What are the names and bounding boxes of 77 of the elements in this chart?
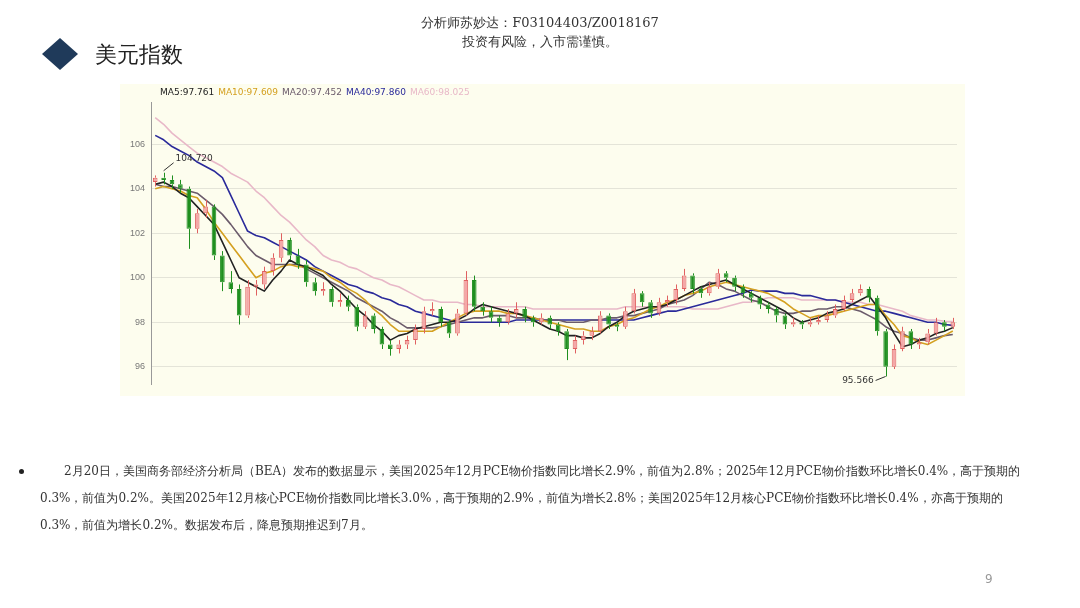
candlestick [606,312,611,330]
y-tick-label: 96 [135,361,146,372]
candlestick [152,174,158,188]
candlestick [312,277,318,297]
text: MA10:97.609 [218,87,279,97]
candlestick [765,301,771,314]
candlestick [396,339,401,354]
candlestick [874,295,880,337]
candlestick [942,319,947,332]
candlestick [455,308,460,337]
candlestick [438,306,443,328]
y-tick-label: 102 [129,227,146,238]
candlestick [555,321,561,337]
text: 2月20日，美国商务部经济分析局（BEA）发布的数据显示，美国2025年12月PCE物价指数同比增长2.9%，前值为2.8%；2025年12月PCE物价指数环比增长0.4%，高于预期的0.3%，前值为0.2%。美国2025年12月核心PCE物价指数同比增长3.0%，高于预期的2.9%，前值为增长2.8%；美国2025年12月核心PCE物价指数环比增长0.4%，亦高于预期的0.3%，前值为增长0.2%。数据发布后，降息预期推迟到7月。 [40,463,1022,534]
candlestick [832,303,838,319]
candlestick [564,328,569,361]
candlestick [648,299,653,319]
candlestick [581,330,586,346]
candlestick [513,301,519,319]
candlestick [790,317,796,328]
candlestick [413,324,418,346]
candlestick [916,337,922,350]
candlestick [715,268,721,290]
y-tick-label: 98 [135,316,146,327]
text: 9 [985,572,993,586]
candlestick [883,328,888,377]
candlestick [287,237,292,261]
y-tick-label: 106 [129,138,146,149]
candlestick [178,179,183,194]
candlestick [589,326,595,341]
candlestick [220,250,225,292]
candlestick [732,275,737,292]
candlestick [194,208,200,234]
candlestick [270,252,276,277]
candlestick [723,270,729,283]
text: MA60:98.025 [409,87,470,97]
candlestick [925,328,930,346]
text: MA40:97.860 [345,87,406,97]
text: MA20:97.452 [282,87,342,97]
annotation: 95.566 [842,374,874,385]
candlestick [757,295,763,310]
chart-title: 美元指数 [95,41,183,69]
candlestick [253,279,259,297]
text: MA5:97.761 [160,87,215,97]
candlestick [749,290,754,303]
candlestick [228,270,234,294]
candlestick [262,266,267,290]
candlestick [631,288,637,314]
candlestick [707,281,712,297]
candlestick [807,317,813,328]
candlestick [471,275,477,312]
candlestick [799,319,804,330]
candlestick [950,317,956,330]
candlestick [690,272,695,294]
y-tick-label: 100 [129,272,146,283]
candlestick [497,315,502,328]
candlestick [245,279,250,319]
candlestick [186,186,192,250]
candlestick [404,335,410,350]
y-tick-label: 104 [129,183,146,194]
candlestick [480,301,485,317]
candlestick [841,295,846,312]
candlestick [623,306,628,330]
candlestick [203,199,208,219]
candlestick [858,283,863,297]
text: 投资有风险，入市需谨慎。 [461,33,619,51]
candlestick [346,295,351,312]
candlestick [329,286,334,308]
candlestick [539,312,544,326]
candlestick [900,326,905,352]
candlestick [371,312,376,334]
candlestick [673,283,679,305]
candlestick [387,339,393,357]
candlestick [522,306,527,323]
candlestick [304,259,309,288]
text: 分析师苏妙达：F03104403/Z0018167 [420,14,660,32]
candlestick [354,303,360,332]
